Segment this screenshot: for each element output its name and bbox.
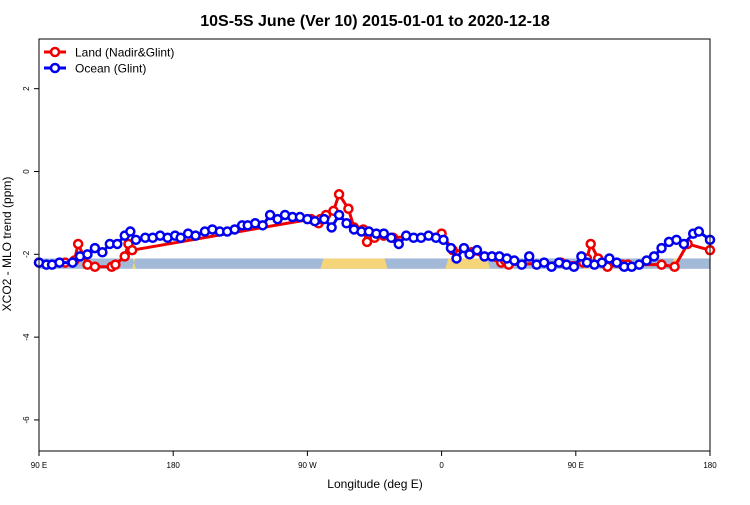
data-point-land [585,238,596,250]
data-point-ocean [604,253,615,264]
legend: Land (Nadir&Glint) Ocean (Glint) [44,46,174,76]
data-point-ocean [451,253,462,264]
data-point-ocean [190,230,201,241]
data-point-ocean [576,251,587,262]
data-point-ocean [393,238,404,250]
data-point-ocean [538,257,550,268]
data-point-ocean [546,261,557,272]
data-point-land [333,189,345,200]
data-point-ocean [175,232,186,244]
data-point-ocean [326,222,337,233]
y-tick-label: -6 [22,416,31,424]
data-point-land [72,238,84,250]
surface-band-land [132,258,136,269]
y-axis-ticks: 2 0 -2 -4 -6 [22,86,39,424]
x-axis-label: Longitude (deg E) [327,477,422,491]
data-point-ocean [82,249,93,260]
x-tick-label: 0 [439,461,444,470]
data-point-land [361,236,373,248]
y-tick-label: 0 [22,169,31,174]
data-point-ocean [130,234,142,246]
data-point-ocean [257,220,268,231]
data-point-ocean [89,242,101,254]
x-axis-ticks: 90 E 180 90 W 0 90 E 180 [31,451,717,470]
x-tick-label: 90 E [568,461,584,470]
y-axis-label: XCO2 - MLO trend (ppm) [0,177,14,312]
data-point-ocean [678,238,690,250]
x-tick-label: 90 E [31,461,47,470]
data-point-ocean [471,244,483,256]
x-tick-label: 180 [167,461,181,470]
data-point-land [110,259,121,270]
data-point-ocean [318,213,330,225]
y-tick-label: 2 [22,86,31,91]
chart-title: 10S-5S June (Ver 10) 2015-01-01 to 2020-… [200,13,550,30]
data-point-ocean [264,209,276,221]
data-point-ocean [54,257,65,268]
data-point-ocean [378,228,390,239]
y-tick-label: -4 [22,333,31,341]
data-point-land [119,251,130,262]
data-point-ocean [229,224,240,235]
data-point-ocean [671,234,682,246]
data-point-ocean [272,213,283,225]
data-point-ocean [97,246,108,258]
data-point-ocean [523,251,535,262]
x-tick-label: 180 [703,461,717,470]
data-point-ocean [509,255,520,266]
data-point-ocean [648,251,660,262]
data-point-ocean [341,218,352,229]
data-point-land [669,261,680,272]
plot-frame [38,38,711,452]
data-point-ocean [641,255,652,266]
legend-land-marker [49,46,61,58]
data-point-ocean [693,226,705,237]
data-point-ocean [656,242,667,254]
data-point-ocean [386,232,397,244]
data-point-ocean [516,259,527,270]
data-point-ocean [438,234,449,246]
y-tick-label: -2 [22,250,31,258]
data-point-land [89,261,101,272]
data-point-ocean [125,226,136,237]
data-point-ocean [67,257,78,268]
data-point-land [343,203,354,215]
legend-land-label: Land (Nadir&Glint) [75,46,174,60]
data-point-ocean [464,249,475,260]
legend-ocean-marker [49,62,61,74]
data-point-ocean [596,257,608,268]
data-point-land [126,244,138,256]
data-point-ocean [568,261,580,272]
data-point-ocean [333,209,345,221]
data-point-ocean [445,242,457,254]
data-point-ocean [611,257,623,268]
x-tick-label: 90 W [298,461,317,470]
surface-band-land [320,258,388,269]
data-point-ocean [309,215,321,227]
data-point-ocean [633,259,645,270]
data-point-land [656,259,667,270]
data-point-ocean [458,242,470,254]
legend-ocean-label: Ocean (Glint) [75,62,146,76]
data-point-ocean [112,238,123,250]
